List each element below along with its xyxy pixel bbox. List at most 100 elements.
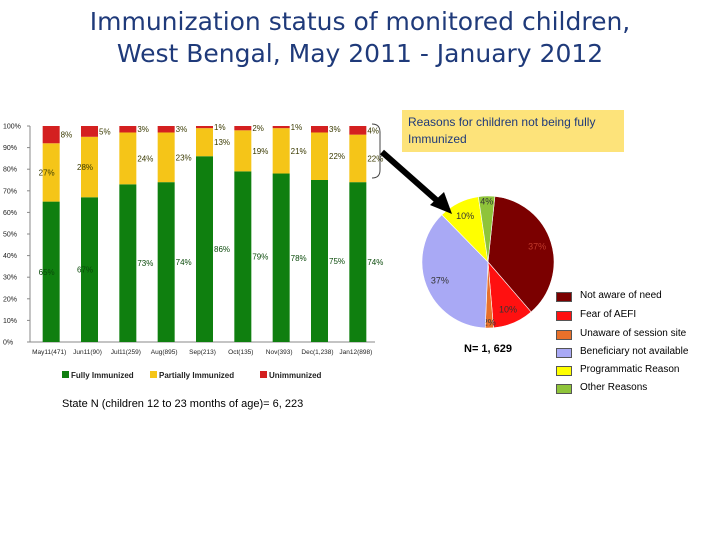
y-tick-label: 80%: [3, 167, 17, 174]
bar-segment: [272, 128, 290, 174]
bar-data-label: 1%: [291, 123, 303, 132]
bar-data-label: 67%: [77, 266, 93, 275]
legend-swatch: [62, 371, 69, 378]
pie-legend-label: Other Reasons: [580, 382, 648, 393]
callout-arrow-line: [380, 149, 444, 208]
bar-data-label: 73%: [137, 259, 153, 268]
y-tick-label: 10%: [3, 318, 17, 325]
bar-segment: [311, 132, 328, 180]
pie-legend-item: Programmatic Reason: [556, 364, 716, 378]
bar-data-label: 24%: [137, 154, 153, 163]
bar-segment: [234, 126, 252, 131]
bar-segment: [81, 197, 98, 342]
bar-segment: [311, 180, 328, 342]
legend-label: Partially Immunized: [159, 371, 234, 380]
bar-data-label: 75%: [329, 257, 345, 266]
bar-segment: [196, 156, 213, 342]
bar-data-label: 3%: [176, 125, 188, 134]
x-tick-label: Dec(1,238): [301, 349, 333, 356]
bar-data-label: 19%: [252, 147, 268, 156]
callout-bracket: [371, 123, 381, 179]
pie-legend-item: Beneficiary not available: [556, 346, 716, 360]
x-tick-label: Sep(213): [189, 349, 216, 356]
bar-segment: [81, 136, 98, 198]
pie-chart-title: Reasons for children not being fully Imm…: [402, 110, 624, 152]
pie-slice: [478, 195, 496, 263]
pie-chart: 37%10%2%37%10%4%: [421, 195, 555, 329]
callout-arrow-head: [430, 192, 452, 214]
pie-legend-label: Beneficiary not available: [580, 346, 689, 357]
bar-segment: [234, 130, 252, 172]
y-tick-label: 30%: [3, 275, 17, 282]
x-tick-label: Jul11(259): [111, 349, 141, 356]
pie-data-label: 10%: [456, 211, 474, 221]
pie-slice: [421, 214, 489, 329]
bar-segment: [119, 126, 137, 133]
bar-data-label: 1%: [214, 123, 226, 132]
bar-segment: [196, 128, 213, 157]
x-tick-label: Jun11(90): [73, 349, 102, 356]
stacked-bar-chart: 0% 10% 20% 30% 40% 50% 60% 70% 80% 90% 100% 65% 27% 8…: [3, 123, 383, 380]
y-tick-label: 90%: [3, 145, 17, 152]
pie-legend-item: Other Reasons: [556, 382, 716, 396]
bar-segment: [157, 182, 175, 342]
pie-data-label: 2%: [483, 318, 496, 328]
bar-data-label: 4%: [367, 126, 379, 135]
pie-data-label: 10%: [499, 304, 517, 314]
bar-data-label: 27%: [39, 168, 55, 177]
y-tick-label: 50%: [3, 232, 17, 239]
pie-sample-size: N= 1, 629: [464, 343, 513, 355]
x-tick-label: Nov(393): [266, 349, 293, 356]
page-title: Immunization status of monitored childre…: [0, 6, 720, 70]
pie-legend-label: Not aware of need: [580, 290, 662, 301]
bar-data-label: 79%: [252, 253, 268, 262]
x-tick-label: Aug(895): [151, 349, 178, 356]
callout-decoration: [371, 123, 452, 214]
pie-slice: [487, 196, 555, 313]
bar-segment: [349, 126, 367, 135]
bar-segment: [349, 134, 367, 183]
bar-data-label: 21%: [291, 147, 307, 156]
pie-legend-item: Unaware of session site: [556, 328, 716, 342]
pie-legend-item: Fear of AEFI: [556, 309, 716, 323]
pie-legend-label: Unaware of session site: [580, 328, 687, 339]
bar-segment: [157, 126, 175, 133]
bar-data-label: 22%: [367, 154, 383, 163]
pie-data-label: 37%: [528, 242, 546, 252]
bar-data-label: 28%: [77, 163, 93, 172]
bar-segment: [196, 126, 213, 129]
bar-segment: [272, 173, 290, 342]
y-tick-label: 70%: [3, 188, 17, 195]
bar-segment: [81, 126, 98, 137]
bar-data-label: 74%: [176, 258, 192, 267]
bar-data-label: 86%: [214, 245, 230, 254]
bar-data-label: 23%: [176, 153, 192, 162]
bar-segment: [42, 143, 60, 202]
legend-label: Unimmunized: [269, 371, 322, 380]
y-tick-label: 100%: [3, 124, 21, 131]
legend-swatch: [260, 371, 267, 378]
title-line-2: West Bengal, May 2011 - January 2012: [116, 39, 604, 68]
pie-legend-swatch: [556, 311, 572, 321]
bar-data-label: 8%: [61, 131, 73, 140]
bar-data-label: 78%: [291, 254, 307, 263]
bar-segment: [234, 171, 252, 342]
pie-legend-label: Programmatic Reason: [580, 364, 680, 375]
title-line-1: Immunization status of monitored childre…: [89, 7, 631, 36]
x-tick-label: Oct(135): [228, 349, 253, 356]
pie-legend-swatch: [556, 366, 572, 376]
bar-data-label: 3%: [137, 125, 149, 134]
bar-data-label: 74%: [367, 258, 383, 267]
bar-segment: [119, 132, 137, 185]
pie-legend-swatch: [556, 330, 572, 340]
pie-legend-swatch: [556, 292, 572, 302]
bar-data-label: 5%: [99, 127, 111, 136]
bar-segment: [119, 184, 137, 342]
pie-data-label: 37%: [431, 275, 449, 285]
pie-legend-item: Not aware of need: [556, 290, 716, 304]
bar-segment: [272, 126, 290, 129]
bar-segment: [42, 201, 60, 342]
y-tick-label: 60%: [3, 210, 17, 217]
state-sample-footnote: State N (children 12 to 23 months of age…: [62, 398, 304, 410]
y-tick-label: 20%: [3, 296, 17, 303]
